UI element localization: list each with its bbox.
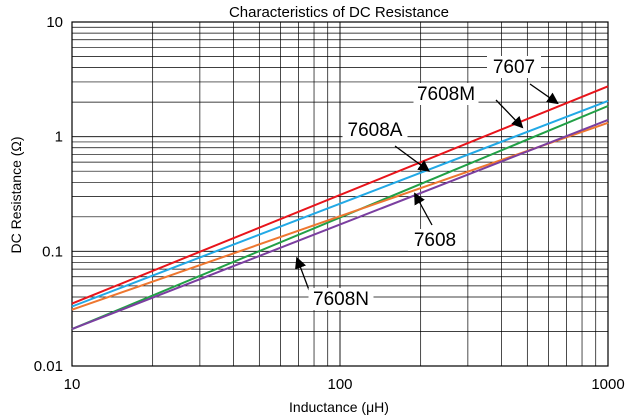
y-tick-label: 1 bbox=[55, 129, 63, 146]
x-tick-label: 1000 bbox=[591, 376, 624, 393]
callout-label-bg bbox=[413, 83, 479, 105]
callout-label: 7608N bbox=[313, 289, 369, 310]
plot-frame bbox=[71, 21, 609, 367]
callout-arrow bbox=[394, 145, 431, 172]
callout-arrow bbox=[414, 192, 433, 226]
callout-label-bg bbox=[308, 288, 374, 310]
y-axis-label: DC Resistance (Ω) bbox=[8, 136, 24, 253]
y-tick-label: 0.01 bbox=[34, 358, 63, 375]
callout-label-bg bbox=[487, 56, 541, 78]
x-tick-label: 10 bbox=[64, 376, 81, 393]
callout-arrow bbox=[529, 83, 559, 105]
callout-label: 7608A bbox=[348, 120, 403, 141]
y-tick-label: 10 bbox=[46, 14, 63, 31]
series-line-7608m bbox=[71, 99, 609, 308]
callout-label: 7607 bbox=[493, 57, 535, 78]
annotations: 7607 7608M 7608A 7608 7608N bbox=[295, 56, 559, 310]
callout-label-bg bbox=[408, 229, 462, 251]
callout-label: 7608 bbox=[414, 230, 456, 251]
tick-labels: 10 100 1000 0.01 0.1 1 10 bbox=[34, 14, 625, 393]
x-tick-label: 100 bbox=[327, 376, 352, 393]
callout-arrow bbox=[295, 256, 310, 291]
series-line-7608a bbox=[71, 105, 609, 331]
y-tick-label: 0.1 bbox=[42, 243, 63, 260]
callout-label-bg bbox=[342, 119, 408, 141]
chart-title: Characteristics of DC Resistance bbox=[229, 4, 449, 21]
callout-arrow bbox=[495, 99, 524, 129]
callout-label: 7608M bbox=[417, 84, 475, 105]
series-line-7608n bbox=[71, 118, 609, 331]
x-axis-label: Inductance (μH) bbox=[289, 399, 389, 415]
